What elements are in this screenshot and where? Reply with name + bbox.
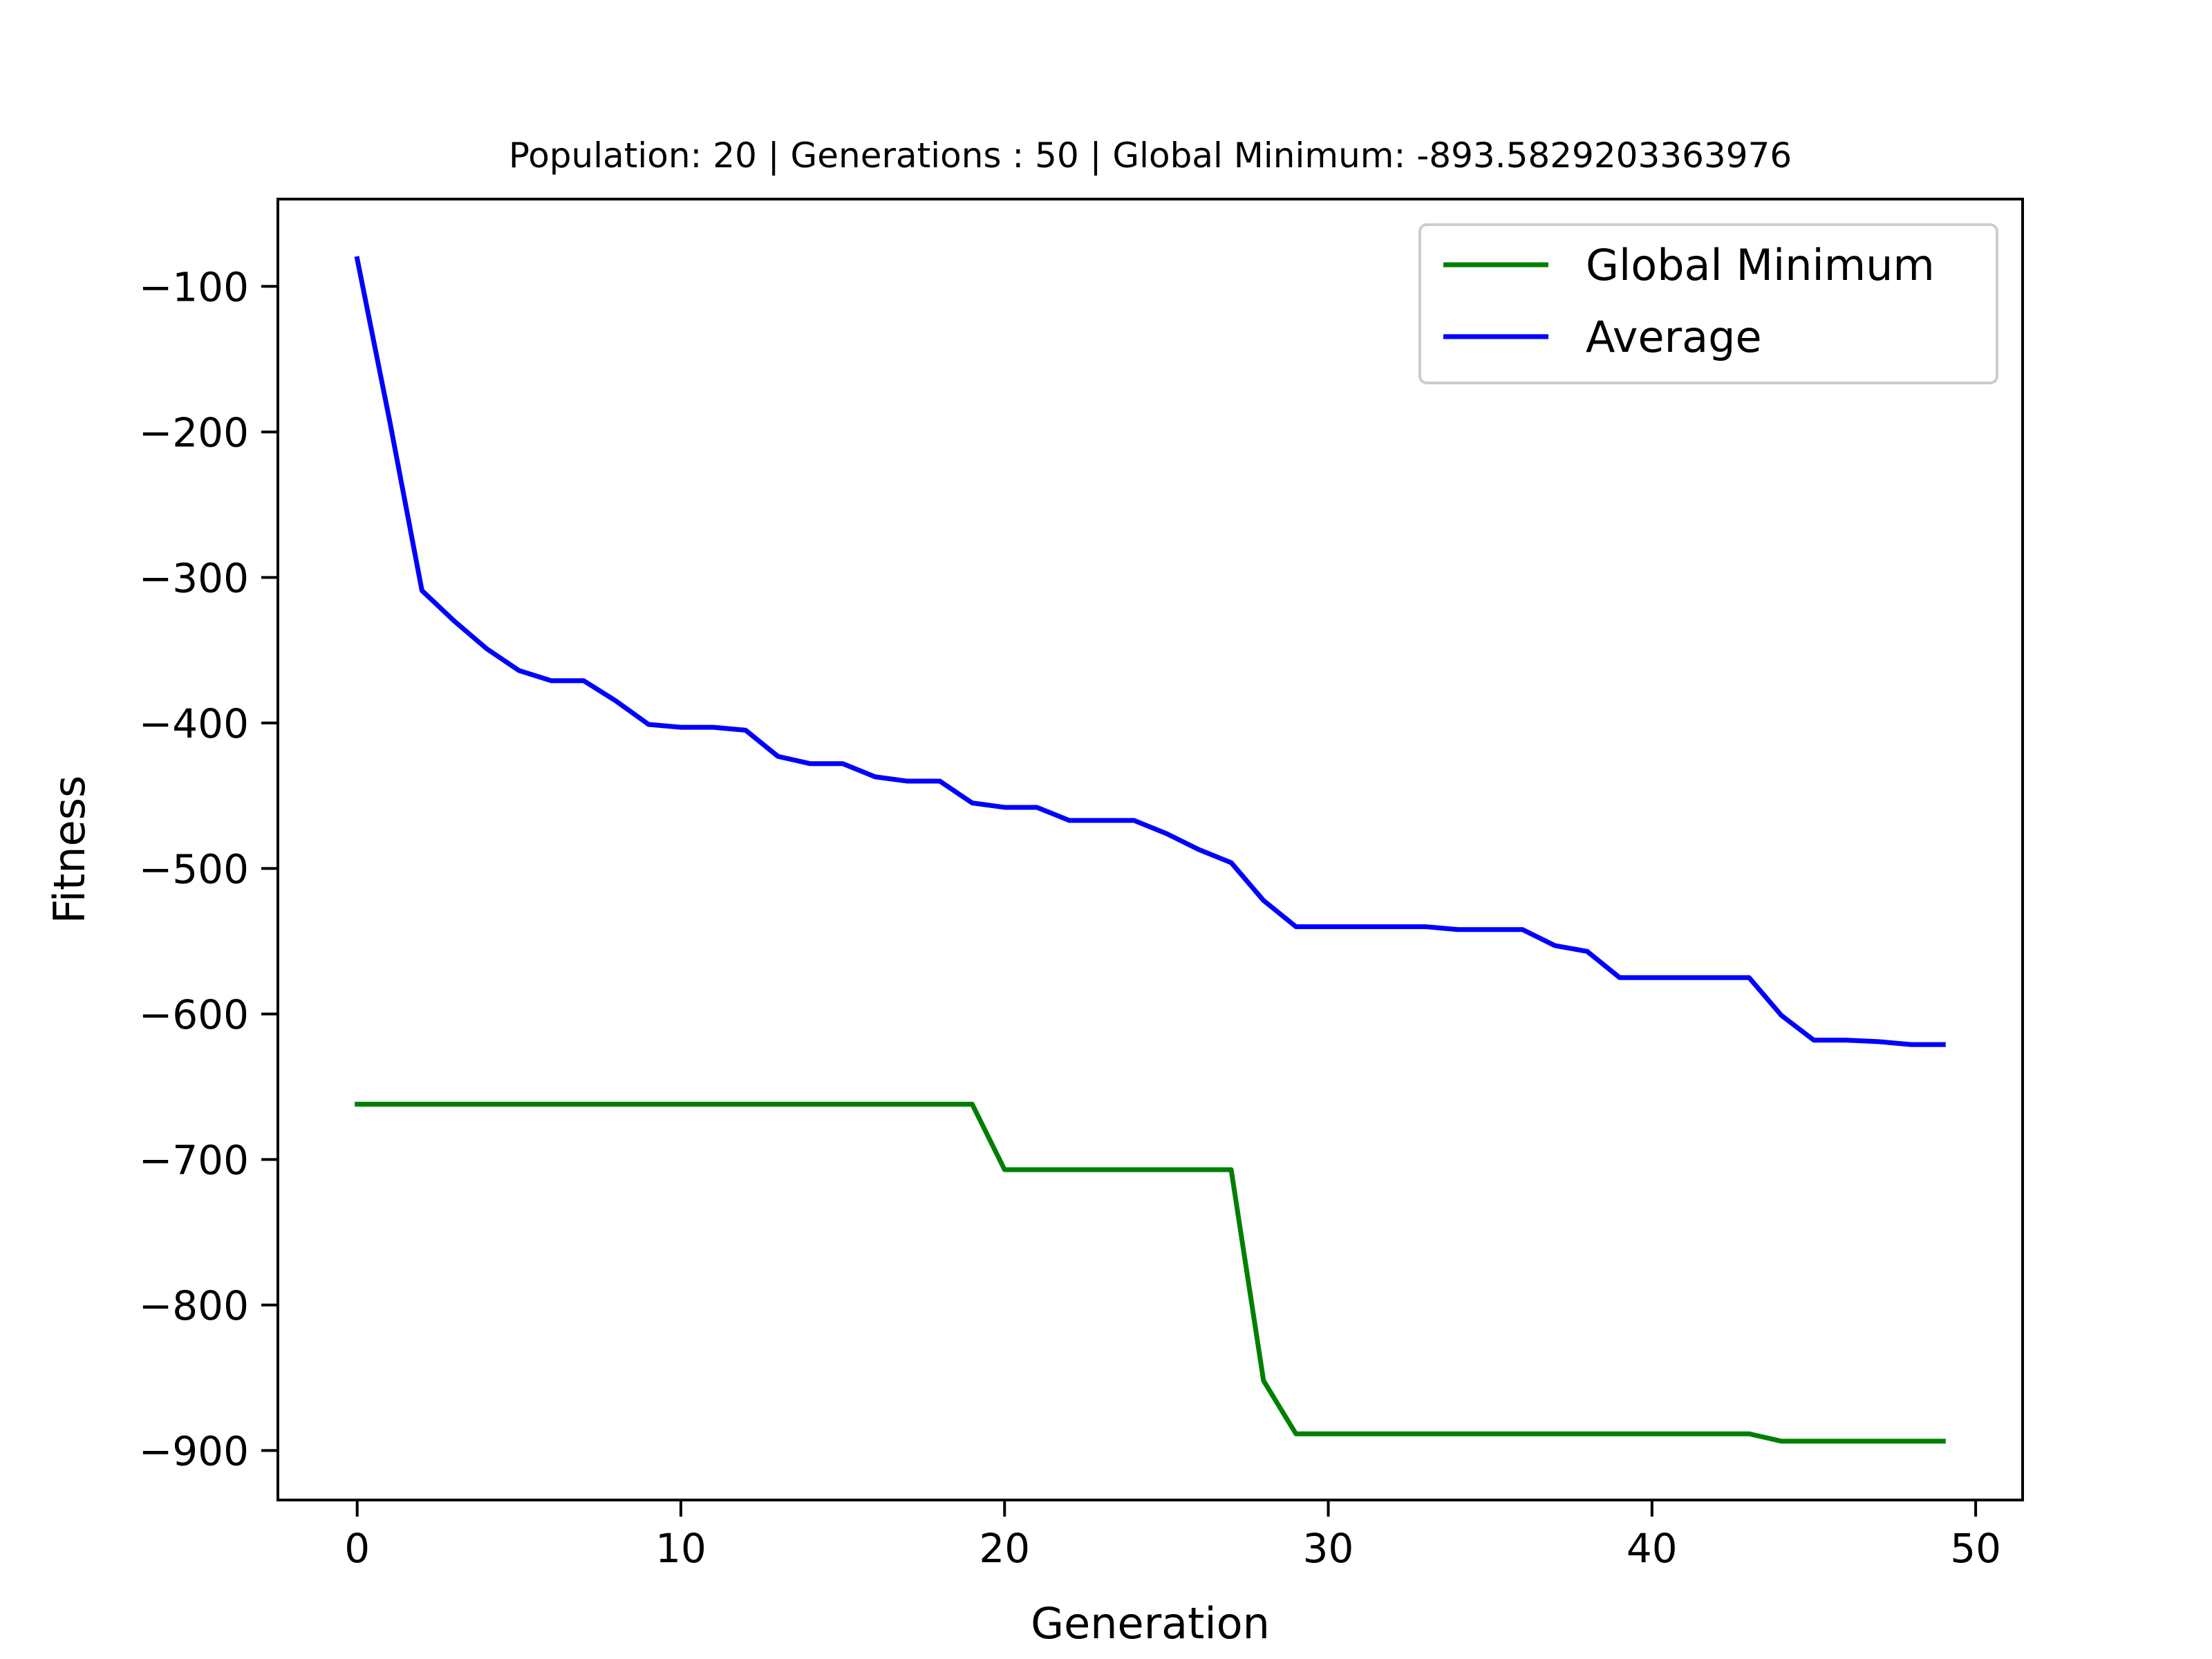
series-layer: [354, 256, 1946, 1444]
y-tick-label: −200: [139, 409, 249, 456]
x-tick-label: 50: [1950, 1525, 2001, 1572]
x-tick-label: 0: [344, 1525, 370, 1572]
legend-label-average: Average: [1586, 312, 1762, 362]
y-axis-label: Fitness: [44, 776, 95, 924]
x-tick-label: 40: [1627, 1525, 1678, 1572]
legend-frame: [1418, 223, 1998, 384]
chart-title: Population: 20 | Generations : 50 | Glob…: [509, 135, 1792, 176]
series-line-average: [354, 256, 1946, 1047]
y-tick-label: −600: [139, 991, 249, 1038]
series-line-global-minimum: [355, 1101, 1946, 1444]
x-tick-label: 20: [979, 1525, 1030, 1572]
y-tick-label: −500: [139, 845, 249, 892]
y-tick-label: −300: [139, 554, 249, 601]
y-tick-label: −700: [139, 1136, 249, 1183]
plot-area-frame: [276, 198, 2024, 1501]
x-tick-label: 30: [1303, 1525, 1354, 1572]
y-axis: −100 −200 −300 −400 −500 −600 −700 −800 −900: [139, 263, 278, 1474]
x-axis: 0 10 20 30 40 50: [344, 1500, 2001, 1572]
y-tick-label: −900: [139, 1427, 249, 1474]
y-tick-label: −100: [139, 263, 249, 310]
y-tick-label: −400: [139, 700, 249, 747]
y-tick-label: −800: [139, 1282, 249, 1329]
x-axis-label: Generation: [1031, 1598, 1270, 1649]
legend: Global Minimum Average: [1418, 223, 1998, 384]
x-tick-label: 10: [655, 1525, 706, 1572]
legend-label-global-minimum: Global Minimum: [1586, 240, 1935, 290]
